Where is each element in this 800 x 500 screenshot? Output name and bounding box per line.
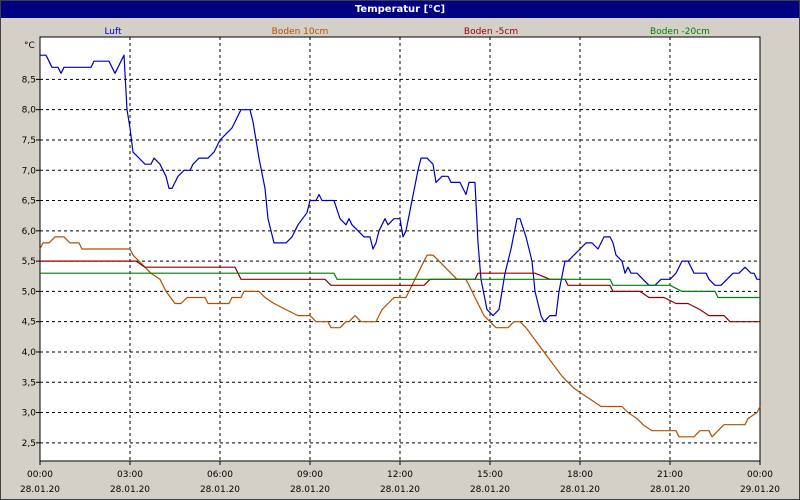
series-line [40,260,760,323]
y-tick-label: 5,5 [22,257,36,267]
legend-entry: Boden 10cm [272,27,329,37]
y-tick-label: 7,0 [22,166,37,176]
x-tick-date: 29.01.20 [740,485,780,495]
series-line [40,272,760,299]
y-tick-label: 5,0 [22,287,37,297]
x-tick-time: 21:00 [657,470,683,480]
x-tick-date: 28.01.20 [470,485,510,495]
x-tick-date: 28.01.20 [290,485,330,495]
grid [40,37,760,461]
x-tick-time: 18:00 [567,470,593,480]
y-tick-label: 3,5 [22,378,36,388]
window-title: Temperatur [°C] [1,1,799,18]
legend-entry: Boden -5cm [464,27,518,37]
y-tick-label: 8,5 [22,75,36,85]
y-tick-label: 7,5 [22,136,36,146]
x-tick-time: 09:00 [297,470,323,480]
x-tick-time: 00:00 [27,470,53,480]
y-tick-label: 2,5 [22,439,36,449]
y-axis-label: °C [24,41,35,51]
x-tick-time: 12:00 [387,470,413,480]
y-tick-label: 8,0 [22,106,37,116]
y-tick-label: 6,0 [22,227,37,237]
x-tick-date: 28.01.20 [560,485,600,495]
series-lines [39,54,761,438]
legend: Luft Boden 10cm Boden -5cm Boden -20cm [104,27,710,37]
x-tick-date: 28.01.20 [20,485,60,495]
x-tick-time: 06:00 [207,470,233,480]
legend-entry: Boden -20cm [650,27,710,37]
series-line [40,54,760,323]
x-tick-time: 00:00 [747,470,773,480]
y-axis: °C 2,5 3,0 3,5 4,0 4,5 5,0 5,5 6,0 6,5 7,0 7,5 8,0 8… [22,41,40,449]
legend-entry: Luft [104,27,122,37]
y-tick-label: 6,5 [22,197,36,207]
y-tick-label: 3,0 [22,409,37,419]
x-tick-date: 28.01.20 [380,485,420,495]
x-axis: 00:00 28.01.20 03:00 28.01.20 06:00 28.01.20 0… [20,461,780,495]
x-tick-time: 15:00 [477,470,503,480]
x-tick-time: 03:00 [117,470,143,480]
y-tick-label: 4,0 [22,348,37,358]
series-line [39,236,761,438]
x-tick-date: 28.01.20 [650,485,690,495]
x-tick-date: 28.01.20 [200,485,240,495]
y-tick-label: 4,5 [22,318,36,328]
x-tick-date: 28.01.20 [110,485,150,495]
